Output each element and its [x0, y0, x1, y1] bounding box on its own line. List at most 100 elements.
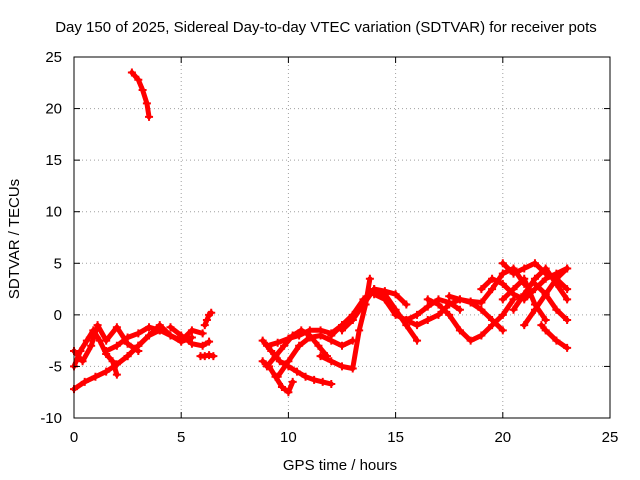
data-point — [112, 341, 121, 350]
data-point — [166, 323, 175, 332]
data-point — [348, 310, 357, 319]
data-point — [310, 375, 319, 384]
data-point — [488, 274, 497, 283]
data-point — [488, 285, 497, 294]
data-point — [509, 285, 518, 294]
data-point — [348, 364, 357, 373]
data-point — [402, 300, 411, 309]
data-point — [563, 264, 572, 273]
data-point — [318, 377, 327, 386]
data-point — [413, 310, 422, 319]
data-point — [327, 331, 336, 340]
data-point — [305, 326, 314, 335]
data-point — [207, 308, 216, 317]
data-point — [80, 377, 89, 386]
data-point — [541, 316, 550, 325]
data-point — [284, 357, 293, 366]
y-tick-label: 10 — [45, 204, 62, 221]
data-point — [552, 274, 561, 283]
data-point — [530, 300, 539, 309]
data-point — [145, 331, 154, 340]
data-point — [284, 388, 293, 397]
data-point — [477, 285, 486, 294]
data-point — [295, 331, 304, 340]
data-point — [455, 305, 464, 314]
data-point — [327, 379, 336, 388]
x-tick-label: 20 — [494, 429, 511, 446]
data-point — [166, 331, 175, 340]
data-point — [205, 351, 214, 360]
data-point — [477, 298, 486, 307]
y-tick-label: 15 — [45, 152, 62, 169]
data-point — [209, 352, 218, 361]
data-point — [145, 112, 154, 121]
data-point — [127, 68, 136, 77]
data-point — [563, 295, 572, 304]
data-point — [134, 341, 143, 350]
data-point — [91, 372, 100, 381]
data-point — [288, 377, 297, 386]
data-point — [370, 290, 379, 299]
data-point — [108, 357, 117, 366]
data-point — [87, 341, 96, 350]
data-point — [78, 357, 87, 366]
x-axis-label: GPS time / hours — [283, 457, 397, 474]
data-point — [359, 295, 368, 304]
y-tick-label: -5 — [49, 358, 62, 375]
data-point — [530, 259, 539, 268]
data-point — [187, 339, 196, 348]
chart-title: Day 150 of 2025, Sidereal Day-to-day VTE… — [55, 19, 597, 36]
data-point — [123, 333, 132, 342]
data-point — [112, 323, 121, 332]
data-point — [498, 269, 507, 278]
data-point — [102, 336, 111, 345]
data-point — [338, 362, 346, 371]
data-point — [563, 285, 572, 294]
data-point — [498, 295, 507, 304]
data-point — [102, 367, 111, 376]
data-point — [295, 341, 304, 350]
data-point — [537, 321, 546, 330]
data-point — [275, 357, 284, 366]
data-point — [145, 323, 154, 332]
x-tick-label: 5 — [177, 429, 185, 446]
data-point — [413, 336, 422, 345]
data-point — [541, 326, 550, 335]
data-point — [520, 264, 529, 273]
x-tick-label: 0 — [70, 429, 78, 446]
data-point — [498, 259, 507, 268]
y-tick-label: 20 — [45, 101, 62, 118]
x-tick-label: 15 — [387, 429, 404, 446]
data-point — [338, 341, 346, 350]
data-point — [509, 305, 518, 314]
data-point — [316, 352, 325, 361]
data-point — [434, 310, 443, 319]
data-point — [273, 338, 282, 347]
axis-ticks — [73, 56, 611, 419]
data-point — [541, 264, 550, 273]
data-point — [262, 362, 271, 371]
series-arc-c9 — [532, 281, 570, 323]
data-point — [134, 329, 143, 338]
data-point — [466, 336, 475, 345]
data-point — [202, 316, 211, 325]
data-point — [434, 300, 443, 309]
data-point — [262, 341, 271, 350]
data-point — [552, 336, 561, 345]
data-point — [455, 326, 464, 335]
data-point — [284, 334, 293, 343]
data-point — [314, 341, 323, 350]
data-point — [520, 321, 529, 330]
data-point — [205, 337, 214, 346]
series-arc-c10 — [538, 322, 570, 351]
data-point — [138, 86, 147, 95]
data-point — [177, 331, 186, 340]
x-tick-label: 25 — [602, 429, 619, 446]
data-point — [355, 326, 364, 335]
data-point — [102, 346, 111, 355]
x-tick-label: 10 — [280, 429, 297, 446]
data-point — [391, 310, 400, 319]
data-point — [563, 343, 572, 352]
data-point — [155, 321, 164, 330]
